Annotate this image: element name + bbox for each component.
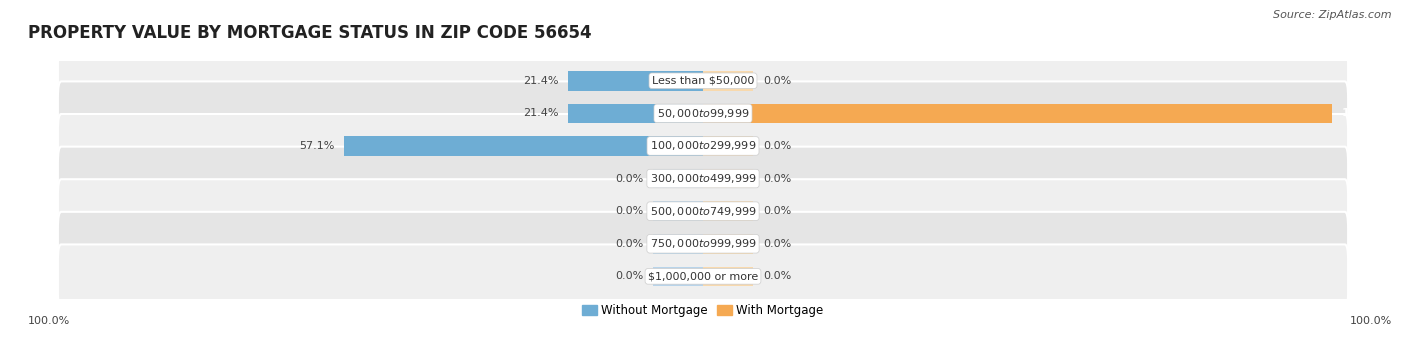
Bar	[703, 201, 754, 221]
Bar	[703, 169, 754, 188]
FancyBboxPatch shape	[58, 179, 1348, 243]
Text: $300,000 to $499,999: $300,000 to $499,999	[650, 172, 756, 185]
Legend: Without Mortgage, With Mortgage: Without Mortgage, With Mortgage	[578, 300, 828, 322]
Bar	[652, 201, 703, 221]
Text: $500,000 to $749,999: $500,000 to $749,999	[650, 205, 756, 218]
Bar	[652, 234, 703, 254]
Text: 0.0%: 0.0%	[614, 239, 643, 249]
Text: 0.0%: 0.0%	[614, 173, 643, 184]
Bar	[652, 169, 703, 188]
Text: 0.0%: 0.0%	[614, 206, 643, 216]
Text: 21.4%: 21.4%	[523, 108, 558, 118]
Text: $1,000,000 or more: $1,000,000 or more	[648, 271, 758, 282]
Text: $750,000 to $999,999: $750,000 to $999,999	[650, 237, 756, 250]
Text: 0.0%: 0.0%	[763, 76, 792, 86]
Text: 100.0%: 100.0%	[1341, 108, 1388, 118]
FancyBboxPatch shape	[58, 147, 1348, 210]
Text: 0.0%: 0.0%	[763, 271, 792, 282]
Text: 0.0%: 0.0%	[763, 239, 792, 249]
Text: Source: ZipAtlas.com: Source: ZipAtlas.com	[1274, 10, 1392, 20]
Bar	[703, 104, 1333, 123]
FancyBboxPatch shape	[58, 49, 1348, 113]
Text: 0.0%: 0.0%	[763, 173, 792, 184]
Bar	[703, 136, 754, 156]
Text: $50,000 to $99,999: $50,000 to $99,999	[657, 107, 749, 120]
Bar	[652, 267, 703, 286]
Bar	[703, 71, 754, 90]
FancyBboxPatch shape	[58, 244, 1348, 308]
Text: PROPERTY VALUE BY MORTGAGE STATUS IN ZIP CODE 56654: PROPERTY VALUE BY MORTGAGE STATUS IN ZIP…	[28, 24, 592, 42]
Text: 100.0%: 100.0%	[28, 317, 70, 326]
FancyBboxPatch shape	[58, 212, 1348, 276]
Text: 0.0%: 0.0%	[763, 206, 792, 216]
FancyBboxPatch shape	[58, 114, 1348, 178]
Text: 100.0%: 100.0%	[1350, 317, 1392, 326]
Bar	[703, 234, 754, 254]
Text: 0.0%: 0.0%	[763, 141, 792, 151]
Text: $100,000 to $299,999: $100,000 to $299,999	[650, 139, 756, 152]
FancyBboxPatch shape	[58, 81, 1348, 145]
Text: 0.0%: 0.0%	[614, 271, 643, 282]
Text: 21.4%: 21.4%	[523, 76, 558, 86]
Text: Less than $50,000: Less than $50,000	[652, 76, 754, 86]
Text: 57.1%: 57.1%	[299, 141, 335, 151]
Bar	[703, 267, 754, 286]
Bar	[568, 71, 703, 90]
Bar	[568, 104, 703, 123]
Bar	[343, 136, 703, 156]
